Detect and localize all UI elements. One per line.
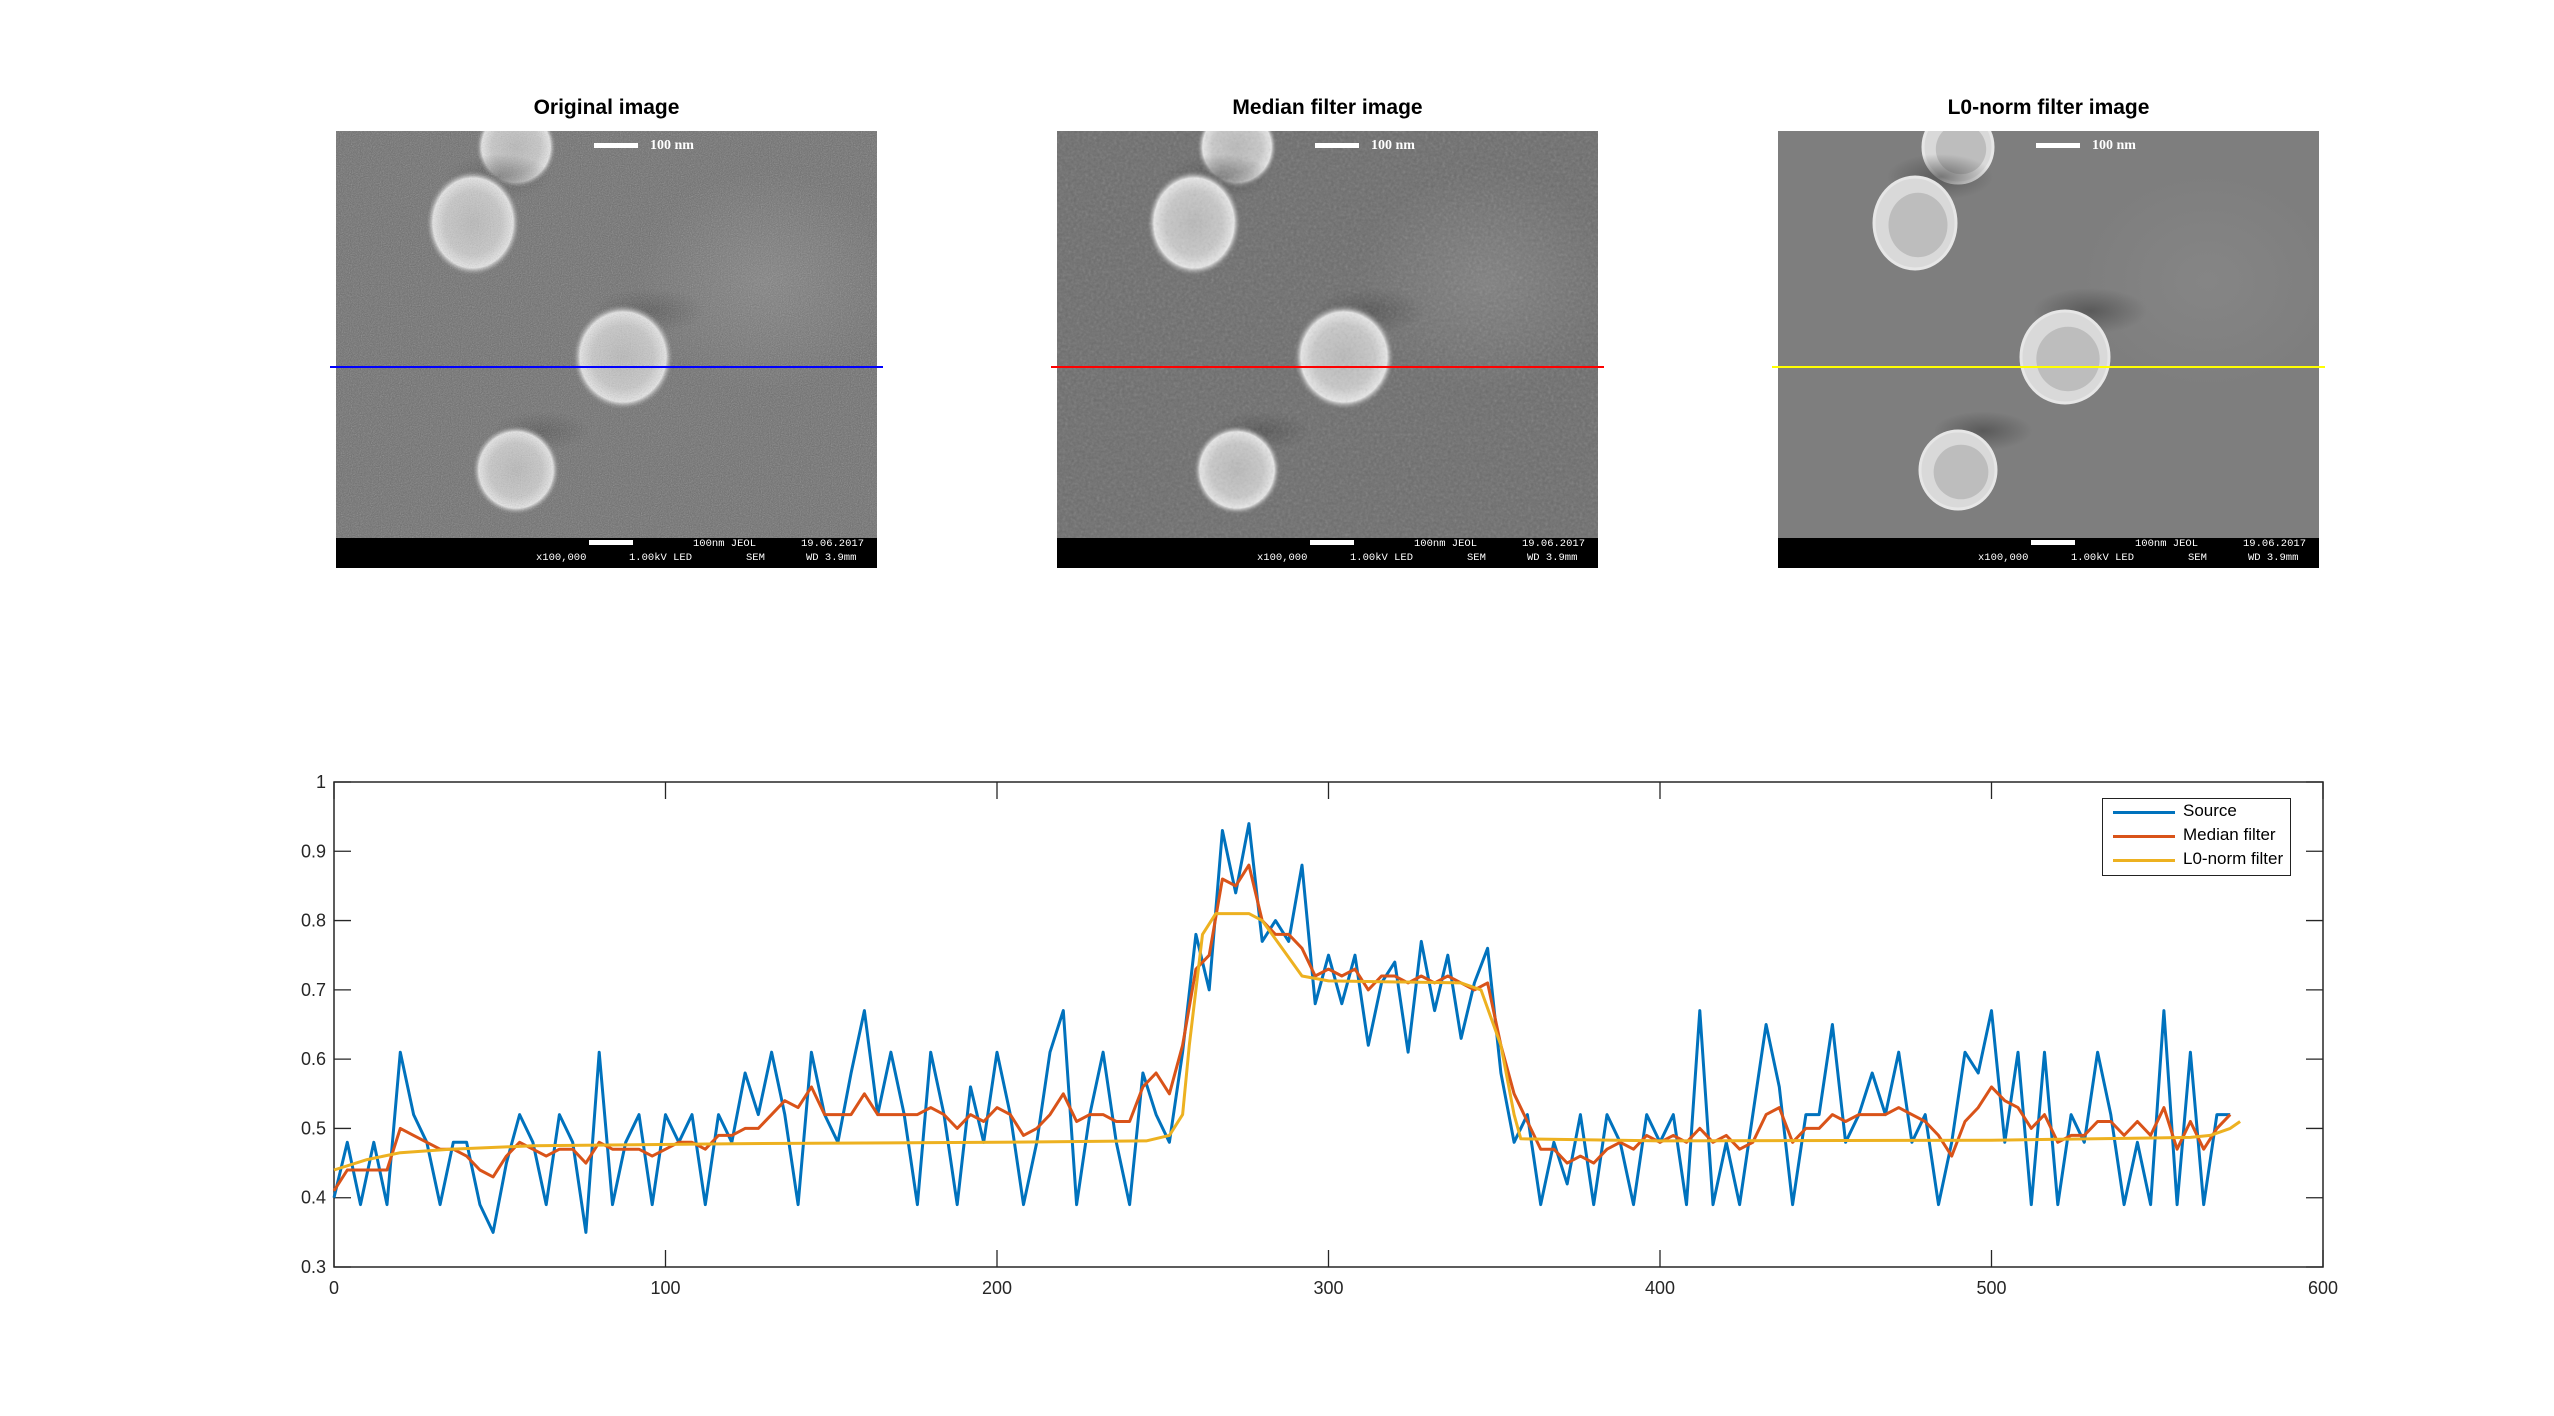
info-wd: WD 3.9mm: [1527, 552, 1578, 564]
sem-image-l0: 100 nm 100nm JEOL 19.06.2017 x100,000 1.…: [1772, 131, 2325, 568]
panel-title: Median filter image: [1232, 96, 1423, 119]
scale-label: 100 nm: [2092, 138, 2136, 153]
info-voltage: 1.00kV LED: [1350, 552, 1414, 564]
info-date: 19.06.2017: [801, 538, 865, 550]
sem-info-bar: 100nm JEOL 19.06.2017 x100,000 1.00kV LE…: [1057, 538, 1598, 568]
info-bar-scale: 100nm JEOL: [1414, 538, 1478, 550]
info-date: 19.06.2017: [1522, 538, 1586, 550]
scale-label: 100 nm: [1371, 138, 1415, 153]
info-magnification: x100,000: [1978, 552, 2029, 564]
x-tick-label: 400: [1645, 1278, 1675, 1298]
info-mode: SEM: [1467, 552, 1486, 564]
info-bar-scale: 100nm JEOL: [693, 538, 757, 550]
legend-label-l0: L0-norm filter: [2183, 849, 2284, 868]
info-scale-bar: [1310, 540, 1354, 545]
info-mode: SEM: [746, 552, 765, 564]
series-median-line: [332, 863, 2232, 1192]
sem-image-median: 100 nm 100nm JEOL 19.06.2017 x100,000 1.…: [1051, 131, 1604, 568]
scale-bar: [1315, 143, 1359, 148]
info-magnification: x100,000: [1257, 552, 1308, 564]
y-tick-label: 0.7: [301, 980, 326, 1000]
legend-label-source: Source: [2183, 801, 2237, 820]
info-scale-bar: [2031, 540, 2075, 545]
profile-line: [1772, 366, 2325, 368]
info-mode: SEM: [2188, 552, 2207, 564]
scale-label: 100 nm: [650, 138, 694, 153]
sem-info-bar: 100nm JEOL 19.06.2017 x100,000 1.00kV LE…: [1778, 538, 2319, 568]
info-voltage: 1.00kV LED: [629, 552, 693, 564]
panel-title: Original image: [533, 96, 680, 119]
x-tick-label: 0: [329, 1278, 339, 1298]
info-wd: WD 3.9mm: [806, 552, 857, 564]
chart-legend: Source Median filter L0-norm filter: [2102, 798, 2291, 876]
sem-info-bar: 100nm JEOL 19.06.2017 x100,000 1.00kV LE…: [336, 538, 877, 568]
y-tick-label: 0.8: [301, 911, 326, 931]
x-tick-label: 100: [650, 1278, 680, 1298]
series-source-line: [332, 822, 2231, 1234]
x-tick-label: 600: [2308, 1278, 2338, 1298]
series-l0-line: [333, 912, 2241, 1172]
legend-swatch-l0: [2113, 859, 2175, 862]
info-date: 19.06.2017: [2243, 538, 2307, 550]
scale-bar: [594, 143, 638, 148]
x-tick-label: 500: [1976, 1278, 2006, 1298]
scale-bar: [2036, 143, 2080, 148]
y-tick-label: 0.6: [301, 1049, 326, 1069]
x-tick-label: 300: [1313, 1278, 1343, 1298]
legend-swatch-source: [2113, 811, 2175, 814]
y-tick-label: 0.4: [301, 1188, 326, 1208]
info-magnification: x100,000: [536, 552, 587, 564]
info-scale-bar: [589, 540, 633, 545]
y-tick-label: 0.5: [301, 1118, 326, 1138]
info-voltage: 1.00kV LED: [2071, 552, 2135, 564]
profile-line: [330, 366, 883, 368]
y-tick-label: 1: [316, 772, 326, 792]
sem-image-noisy: 100 nm 100nm JEOL 19.06.2017 x100,000 1.…: [330, 131, 883, 568]
info-wd: WD 3.9mm: [2248, 552, 2299, 564]
x-tick-label: 200: [982, 1278, 1012, 1298]
y-tick-label: 0.3: [301, 1257, 326, 1277]
profile-line: [1051, 366, 1604, 368]
legend-label-median: Median filter: [2183, 825, 2276, 844]
info-bar-scale: 100nm JEOL: [2135, 538, 2199, 550]
legend-swatch-median: [2113, 835, 2175, 838]
y-tick-label: 0.9: [301, 841, 326, 861]
plot-area: [333, 781, 2324, 1268]
panel-title: L0-norm filter image: [1947, 96, 2150, 119]
